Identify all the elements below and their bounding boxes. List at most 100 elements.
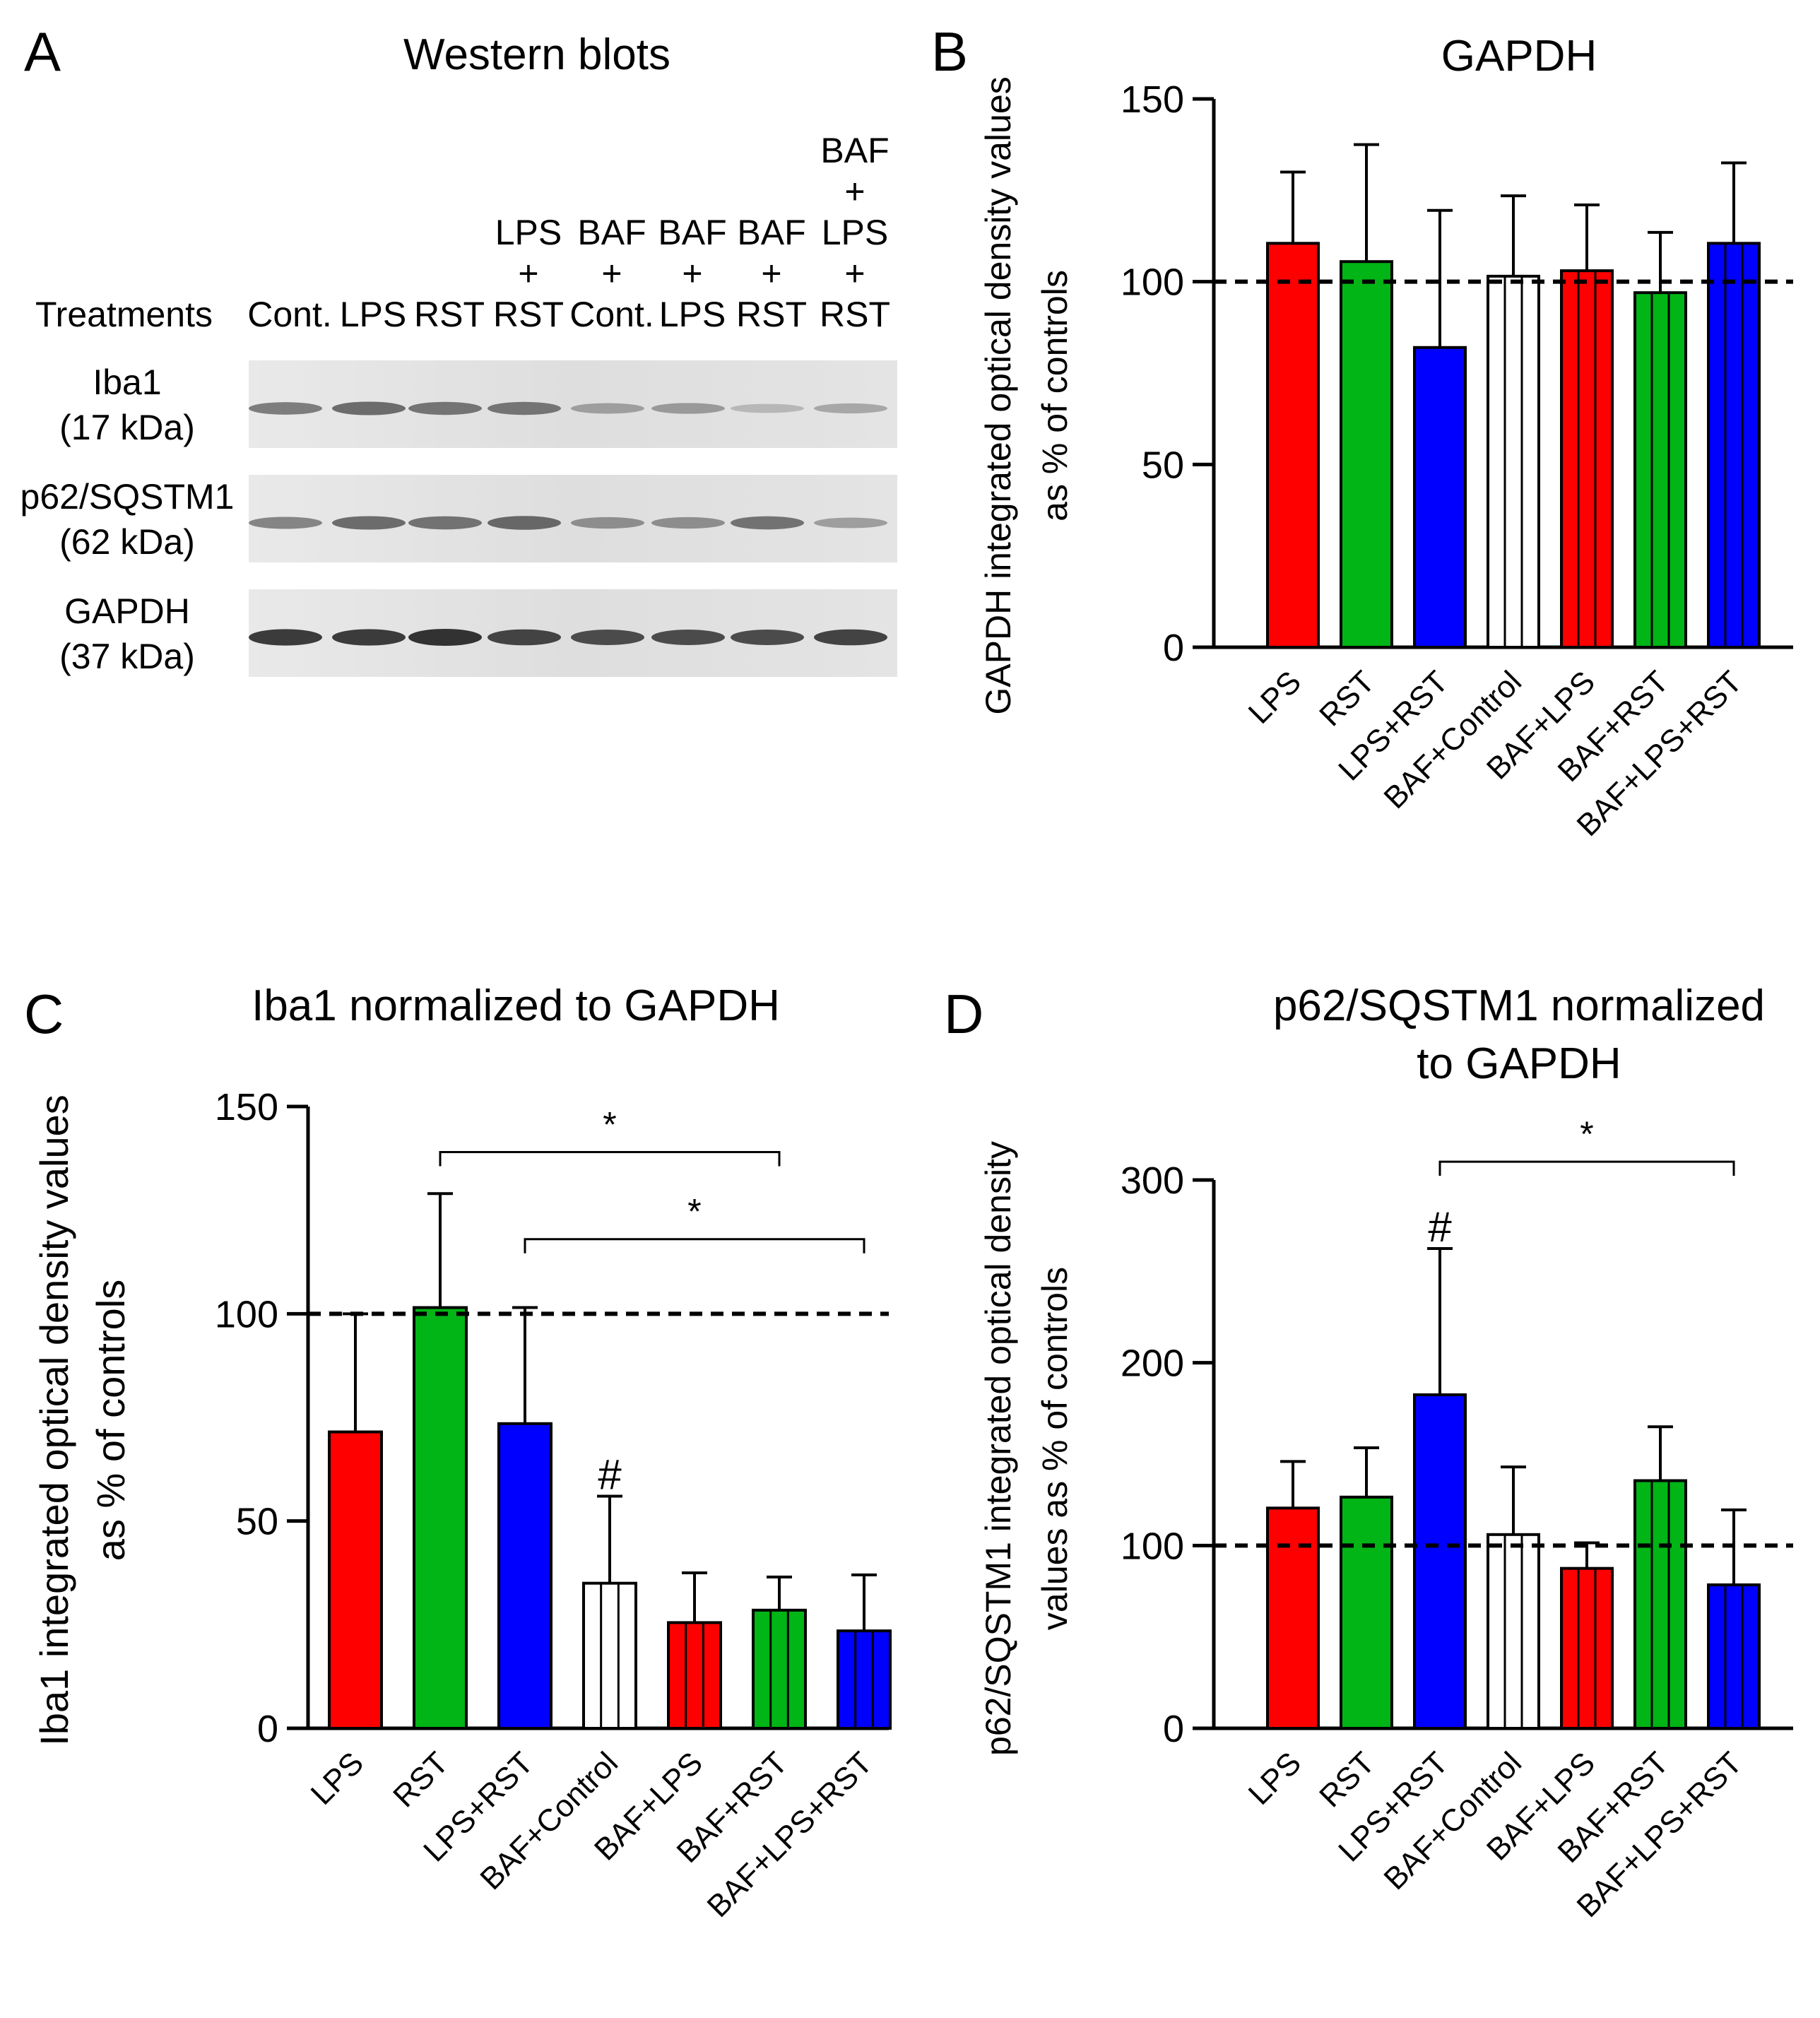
significance-bracket-0	[439, 1151, 781, 1167]
lane-label-7: +	[844, 254, 865, 293]
panel-letter-a: A	[24, 20, 61, 83]
bar-BAF+LPS+RST	[1707, 1583, 1761, 1730]
chart-title: Iba1 normalized to GAPDH	[252, 981, 780, 1030]
chart-title: to GAPDH	[1417, 1039, 1621, 1088]
bar-RST	[413, 1306, 468, 1730]
bar-BAF+RST	[752, 1608, 807, 1730]
bar-LPS	[1266, 242, 1320, 649]
blot-band-0-4	[571, 403, 644, 414]
x-tick-label: LPS	[305, 1745, 370, 1811]
blot-mw-1: (62 kDa)	[59, 522, 195, 562]
lane-label-2: RST	[414, 295, 485, 334]
lane-label-7: LPS	[822, 213, 889, 252]
blot-band-2-3	[488, 629, 561, 646]
blot-band-1-0	[249, 517, 322, 529]
blot-band-2-2	[408, 629, 482, 646]
x-tick-label: LPS	[1242, 1745, 1308, 1811]
bar-RST	[1340, 260, 1393, 649]
blot-band-1-4	[571, 517, 644, 529]
hash-mark: #	[598, 1451, 622, 1498]
blot-band-0-6	[731, 403, 804, 413]
lane-label-1: LPS	[340, 295, 407, 334]
y-axis-label: GAPDH integrated optical density values	[979, 76, 1018, 714]
x-tick-label: RST	[1313, 664, 1381, 733]
y-tick-label: 200	[1121, 1343, 1184, 1385]
lane-labels: Cont. LPS RSTLPS+RSTBAF+Cont.BAF+LPSBAF+RS…	[247, 131, 890, 334]
lane-label-5: +	[682, 254, 702, 293]
blots: Iba1 (17 kDa) p62/SQSTM1 (62 kDa) GAPDH (37 k…	[20, 360, 897, 677]
bar-LPS	[1266, 1506, 1320, 1730]
panel-letter-b: B	[931, 20, 968, 83]
blot-band-2-1	[332, 629, 406, 646]
y-tick-label: 0	[1163, 627, 1184, 669]
significance-bracket-1	[524, 1238, 865, 1253]
lane-label-3: RST	[493, 295, 564, 334]
western-title: Western blots	[403, 30, 670, 79]
bar-BAF+LPS+RST	[837, 1629, 892, 1730]
chart-title: p62/SQSTM1 normalized	[1273, 981, 1765, 1030]
x-tick-label: LPS	[1242, 664, 1308, 730]
treatments-label: Treatments	[35, 295, 213, 334]
panel-letter-d: D	[944, 983, 983, 1045]
y-axis-label: values as % of controls	[1035, 1267, 1075, 1630]
blot-protein-2: GAPDH	[64, 591, 190, 631]
blot-band-0-3	[488, 401, 561, 415]
y-tick-label: 100	[215, 1293, 278, 1335]
blot-band-1-5	[651, 517, 725, 529]
y-tick-label: 150	[215, 1086, 278, 1128]
hash-mark: #	[1428, 1203, 1452, 1251]
y-tick-label: 100	[1121, 261, 1184, 304]
bar-BAF+LPS+RST	[1707, 242, 1761, 649]
lane-label-6: +	[761, 254, 781, 293]
y-tick-label: 50	[236, 1501, 278, 1543]
y-tick-label: 150	[1121, 78, 1184, 121]
lane-label-3: +	[518, 254, 538, 293]
lane-label-6: BAF	[737, 213, 805, 252]
blot-band-0-1	[332, 401, 406, 415]
lane-label-7: RST	[820, 295, 890, 334]
bar-RST	[1340, 1495, 1393, 1730]
y-tick-label: 0	[257, 1708, 278, 1750]
bar-LPS+RST	[497, 1422, 552, 1730]
y-tick-label: 300	[1121, 1160, 1184, 1202]
panel-b-gapdh-chart: B GAPDH GAPDH integrated optical density …	[931, 20, 1793, 843]
blot-band-0-7	[814, 403, 887, 414]
bar-LPS+RST	[1413, 1393, 1467, 1730]
y-axis-label: as % of controls	[1035, 270, 1075, 521]
blot-protein-1: p62/SQSTM1	[20, 477, 235, 517]
bar-BAF+Control	[1487, 1533, 1540, 1730]
bar-LPS	[328, 1430, 383, 1730]
lane-label-6: RST	[736, 295, 807, 334]
blot-band-2-7	[814, 629, 887, 646]
blot-band-0-0	[249, 402, 322, 415]
panel-d-p62-chart: D p62/SQSTM1 normalized to GAPDH p62/SQSTM…	[944, 981, 1793, 1924]
significance-bracket-0	[1438, 1160, 1735, 1176]
significance-star: *	[1580, 1114, 1593, 1154]
blot-mw-0: (17 kDa)	[59, 408, 195, 447]
lane-label-5: BAF	[658, 213, 726, 252]
blot-band-1-7	[814, 517, 887, 529]
y-axis-label: as % of controls	[88, 1280, 133, 1561]
y-axis-label: Iba1 integrated optical density values	[32, 1094, 76, 1745]
chart-title: GAPDH	[1441, 32, 1597, 81]
panel-a-western-blots: A Western blots Treatments Cont. LPS RSTLP…	[20, 20, 897, 677]
bar-BAF+LPS	[1560, 1566, 1614, 1730]
blot-band-1-1	[332, 516, 406, 530]
significance-star: *	[603, 1105, 616, 1145]
y-axis-label: p62/SQSTM1 integrated optical density	[979, 1141, 1018, 1756]
significance-star: *	[687, 1192, 701, 1232]
bar-LPS+RST	[1413, 346, 1467, 649]
lane-label-4: +	[601, 254, 622, 293]
lane-label-3: LPS	[495, 213, 562, 252]
bar-BAF+LPS	[1560, 269, 1614, 649]
bar-BAF+RST	[1633, 291, 1687, 649]
blot-band-1-2	[408, 516, 482, 530]
bar-BAF+LPS	[667, 1621, 722, 1730]
blot-band-2-5	[651, 630, 725, 645]
bar-BAF+RST	[1633, 1479, 1687, 1730]
panel-letter-c: C	[24, 983, 64, 1045]
blot-band-1-6	[731, 516, 804, 530]
lane-label-5: LPS	[659, 295, 726, 334]
blot-band-0-2	[408, 401, 482, 415]
blot-band-1-3	[488, 516, 561, 530]
